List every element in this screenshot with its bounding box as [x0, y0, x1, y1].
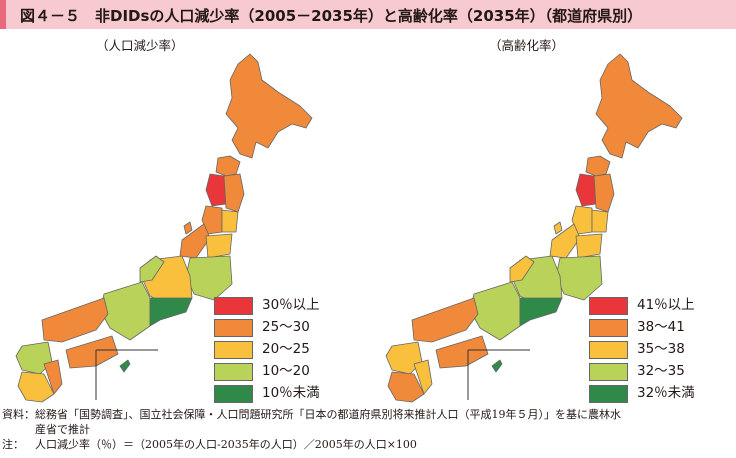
region-tokai: [519, 297, 563, 327]
japan-map-population-decline: [15, 53, 313, 403]
legend-label: 41％以上: [637, 297, 695, 313]
legend-label: 32％未満: [637, 385, 695, 401]
region-miyagi: [591, 209, 609, 233]
legend-swatch: [589, 341, 628, 359]
title-bar: 図４－５ 非DIDsの人口減少率（2005－2035年）と高齢化率（2035年）…: [0, 0, 736, 29]
region-kanto: [555, 255, 603, 301]
region-yamagata: [571, 205, 593, 235]
region-niigata: [179, 223, 211, 259]
okinawa-inset-frame: [95, 349, 158, 400]
footnotes: 資料：総務省「国勢調査」、国立社会保障・人口問題研究所「日本の都道府県別将来推計…: [2, 407, 621, 452]
region-niigata: [549, 223, 581, 259]
legend-swatch: [589, 363, 628, 381]
region-chugoku: [411, 297, 479, 343]
legend-swatch: [214, 297, 253, 315]
region-sado: [553, 221, 563, 235]
region-akita: [575, 173, 597, 207]
map-label-population-decline: （人口減少率）: [96, 38, 184, 53]
legend-label: 38～41: [637, 319, 685, 335]
legend-swatch: [589, 385, 628, 403]
legend-swatch: [214, 319, 253, 337]
region-kyushu-east: [413, 359, 433, 395]
region-iwate: [593, 173, 615, 213]
legend-label: 10～20: [262, 363, 310, 379]
legend-swatch: [589, 319, 628, 337]
region-hokkaido: [225, 53, 313, 159]
note-line-1: 人口減少率（％）＝（2005年の人口-2035年の人口）／2005年の人口×10…: [35, 438, 417, 451]
source-note-continued: 産省で推計: [2, 422, 621, 437]
legend-label: 32～35: [637, 363, 685, 379]
japan-map-aging-rate: [385, 53, 683, 403]
region-kyushu-east: [43, 359, 63, 395]
region-hokkaido: [595, 53, 683, 159]
legend-label: 25～30: [262, 319, 310, 335]
legend-swatch: [214, 363, 253, 381]
legend-label: 20～25: [262, 341, 310, 357]
region-tokai: [149, 297, 193, 327]
source-line-1: 総務省「国勢調査」、国立社会保障・人口問題研究所「日本の都道府県別将来推計人口（…: [35, 408, 621, 421]
region-kanto: [185, 255, 233, 301]
region-shikoku: [435, 335, 489, 369]
region-fukushima: [575, 233, 603, 259]
region-akita: [205, 173, 227, 207]
region-miyagi: [221, 209, 239, 233]
legend-label: 10％未満: [262, 385, 320, 401]
region-hokuriku: [139, 255, 165, 283]
figure-title: 図４－５ 非DIDsの人口減少率（2005－2035年）と高齢化率（2035年）…: [20, 7, 643, 25]
region-iwate: [223, 173, 245, 213]
region-aomori: [215, 155, 241, 177]
region-hokuriku: [509, 255, 535, 283]
region-fukushima: [205, 233, 233, 259]
source-line-2: 産省で推計: [35, 423, 90, 436]
legend-swatch: [589, 297, 628, 315]
formula-note: 注： 人口減少率（％）＝（2005年の人口-2035年の人口）／2005年の人口×…: [2, 437, 621, 452]
region-kyushu-south: [387, 371, 425, 403]
legend-label: 35～38: [637, 341, 685, 357]
region-chugoku: [41, 297, 109, 343]
legend-label: 30％以上: [262, 297, 320, 313]
region-shikoku: [65, 335, 119, 369]
region-sado: [183, 221, 193, 235]
source-note: 資料：総務省「国勢調査」、国立社会保障・人口問題研究所「日本の都道府県別将来推計…: [2, 407, 621, 422]
region-kyushu-south: [17, 371, 55, 403]
okinawa-inset-frame: [467, 349, 530, 400]
region-okinawa: [119, 359, 131, 373]
region-aomori: [585, 155, 611, 177]
map-label-aging-rate: （高齢化率）: [489, 38, 565, 53]
legend-swatch: [214, 341, 253, 359]
region-yamagata: [201, 205, 223, 235]
region-okinawa: [491, 359, 503, 373]
source-head: 資料：: [2, 408, 35, 421]
legend-swatch: [214, 385, 253, 403]
note-head: 注：: [2, 438, 24, 451]
